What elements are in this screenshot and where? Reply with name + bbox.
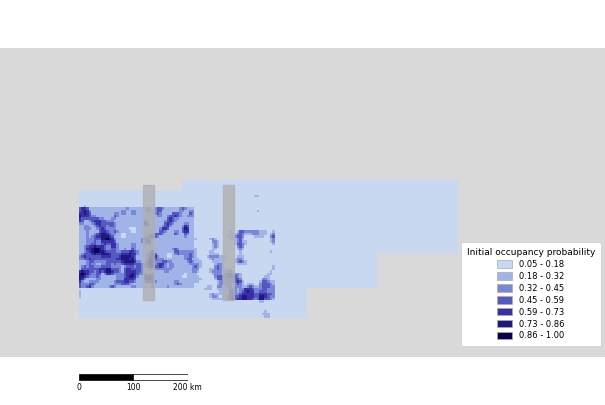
Text: 100: 100: [126, 383, 140, 392]
Text: 200 km: 200 km: [173, 383, 202, 392]
Bar: [79, 374, 133, 380]
Legend: 0.05 - 0.18, 0.18 - 0.32, 0.32 - 0.45, 0.45 - 0.59, 0.59 - 0.73, 0.73 - 0.86, 0.: 0.05 - 0.18, 0.18 - 0.32, 0.32 - 0.45, 0…: [461, 242, 601, 346]
Bar: [133, 374, 188, 380]
Text: 0: 0: [76, 383, 81, 392]
